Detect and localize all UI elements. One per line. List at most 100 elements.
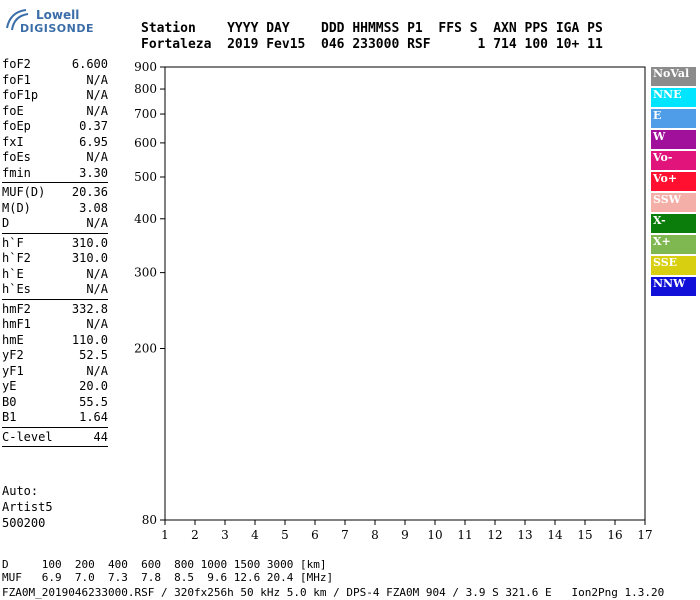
parameter-row: fxI 6.95 xyxy=(2,135,108,151)
parameter-name: foF1 xyxy=(2,72,31,87)
legend-item: Vo- xyxy=(651,151,696,170)
legend-item: Vo+ xyxy=(651,172,696,191)
parameter-row: hmE 110.0 xyxy=(2,333,108,349)
legend-item: NoVal xyxy=(651,67,696,86)
parameter-row: yF2 52.5 xyxy=(2,348,108,364)
parameter-value: 332.8 xyxy=(71,301,108,316)
parameter-name: foEs xyxy=(2,150,31,164)
lowell-digisonde-logo xyxy=(4,6,74,50)
parameter-name: h`F2 xyxy=(2,251,31,265)
parameter-name: hmF2 xyxy=(2,301,31,316)
parameter-row: foEs N/A xyxy=(2,150,108,166)
parameter-row: B1 1.64 xyxy=(2,410,108,426)
parameter-row: D N/A xyxy=(2,216,108,232)
legend-item: NNE xyxy=(651,88,696,107)
artist-version: Artist5 xyxy=(2,500,53,514)
header-labels: Station YYYY DAY DDD HHMMSS P1 FFS S AXN… xyxy=(141,21,603,36)
parameter-name: h`F xyxy=(2,235,24,250)
parameter-row: hmF1 N/A xyxy=(2,317,108,333)
parameter-value: 310.0 xyxy=(71,251,108,265)
header-values: Fortaleza 2019 Fev15 046 233000 RSF 1 71… xyxy=(141,37,603,52)
parameter-name: h`Es xyxy=(2,282,31,296)
plot-frame xyxy=(164,66,646,521)
parameter-group-3: h`F 310.0 h`F2 310.0 h`E N/A h`Es N/A xyxy=(2,236,108,298)
parameter-value: N/A xyxy=(86,317,108,331)
parameter-value: 6.95 xyxy=(79,134,108,149)
divider xyxy=(2,232,108,234)
parameter-name: fxI xyxy=(2,134,24,149)
parameter-value: N/A xyxy=(86,216,108,230)
muf-row: MUF 6.9 7.0 7.3 7.8 8.5 9.6 12.6 20.4 [M… xyxy=(2,571,334,584)
parameter-row: h`F 310.0 xyxy=(2,236,108,252)
autoscaling-info: Auto: Artist5 500200 xyxy=(2,483,53,531)
parameter-value: 6.600 xyxy=(71,57,108,71)
parameter-name: fmin xyxy=(2,165,31,180)
parameter-row: yE 20.0 xyxy=(2,379,108,395)
parameter-value: 55.5 xyxy=(79,394,108,409)
auto-label: Auto: xyxy=(2,484,39,498)
x-tick-label: 12 xyxy=(487,528,502,542)
x-tick-label: 6 xyxy=(311,528,319,542)
x-tick-label: 16 xyxy=(607,528,622,542)
parameter-value: 3.08 xyxy=(79,200,108,215)
parameter-name: h`E xyxy=(2,266,24,281)
parameter-row: foF1p N/A xyxy=(2,88,108,104)
parameter-row: foE N/A xyxy=(2,104,108,120)
x-tick-label: 5 xyxy=(281,528,289,542)
y-tick-label: 700 xyxy=(134,107,157,121)
parameter-name: B1 xyxy=(2,410,17,424)
parameter-row: h`F2 310.0 xyxy=(2,251,108,267)
parameter-row: h`Es N/A xyxy=(2,282,108,298)
x-tick-label: 3 xyxy=(221,528,229,542)
x-tick-label: 7 xyxy=(341,528,349,542)
parameter-name: D xyxy=(2,216,10,230)
parameter-name: foF2 xyxy=(2,57,31,71)
parameter-row: foF1 N/A xyxy=(2,73,108,89)
polarization-legend: NoVal NNE E W Vo- Vo+ SSW X- X+ SSE NNW xyxy=(651,67,696,298)
parameter-group-5: C-level 44 xyxy=(2,430,108,446)
legend-item: SSW xyxy=(651,193,696,212)
parameter-value: N/A xyxy=(86,266,108,281)
parameter-value: N/A xyxy=(86,150,108,164)
parameter-row: hmF2 332.8 xyxy=(2,302,108,318)
parameter-value: N/A xyxy=(86,103,108,118)
parameter-value: N/A xyxy=(86,282,108,296)
x-tick-label: 2 xyxy=(191,528,199,542)
y-tick-label: 200 xyxy=(134,342,157,356)
parameter-group-4: hmF2 332.8 hmF1 N/A hmE 110.0 yF2 52.5 yF1 N/A yE 2… xyxy=(2,302,108,426)
parameter-row: foEp 0.37 xyxy=(2,119,108,135)
chart-axes: 1 2 3 4 5 6 7 8 9 10 11 12 13 14 15 16 17802003004005006… xyxy=(134,60,653,542)
parameter-row: B0 55.5 xyxy=(2,395,108,411)
divider xyxy=(2,446,108,447)
x-tick-label: 9 xyxy=(401,528,409,542)
file-info-row: FZA0M_2019046233000.RSF / 320fx256h 50 k… xyxy=(2,586,665,599)
legend-item: SSE xyxy=(651,256,696,275)
parameter-value: 20.0 xyxy=(79,379,108,393)
parameter-name: hmF1 xyxy=(2,317,31,331)
y-tick-label: 900 xyxy=(134,60,157,74)
parameter-name: hmE xyxy=(2,332,24,347)
parameter-name: M(D) xyxy=(2,200,31,215)
parameter-row: foF2 6.600 xyxy=(2,57,108,73)
distance-row: D 100 200 400 600 800 1000 1500 3000 [km… xyxy=(2,558,327,571)
logo-text-digisonde: DIGISONDE xyxy=(20,22,94,35)
logo-text-lowell: Lowell xyxy=(36,8,80,22)
parameter-value: 44 xyxy=(93,429,108,444)
y-tick-label: 80 xyxy=(142,513,157,527)
artist-code: 500200 xyxy=(2,516,46,530)
legend-item: E xyxy=(651,109,696,128)
parameter-value: N/A xyxy=(86,363,108,378)
parameter-name: yF2 xyxy=(2,348,24,362)
x-tick-label: 1 xyxy=(161,528,169,542)
x-tick-label: 4 xyxy=(251,528,259,542)
parameter-name: foE xyxy=(2,103,24,118)
parameter-name: yE xyxy=(2,379,17,393)
parameter-value: 0.37 xyxy=(79,119,108,133)
parameter-name: B0 xyxy=(2,394,17,409)
y-tick-label: 600 xyxy=(134,136,157,150)
logo-swoosh-icon xyxy=(6,9,29,31)
legend-item: X- xyxy=(651,214,696,233)
parameter-row: h`E N/A xyxy=(2,267,108,283)
x-tick-label: 8 xyxy=(371,528,379,542)
